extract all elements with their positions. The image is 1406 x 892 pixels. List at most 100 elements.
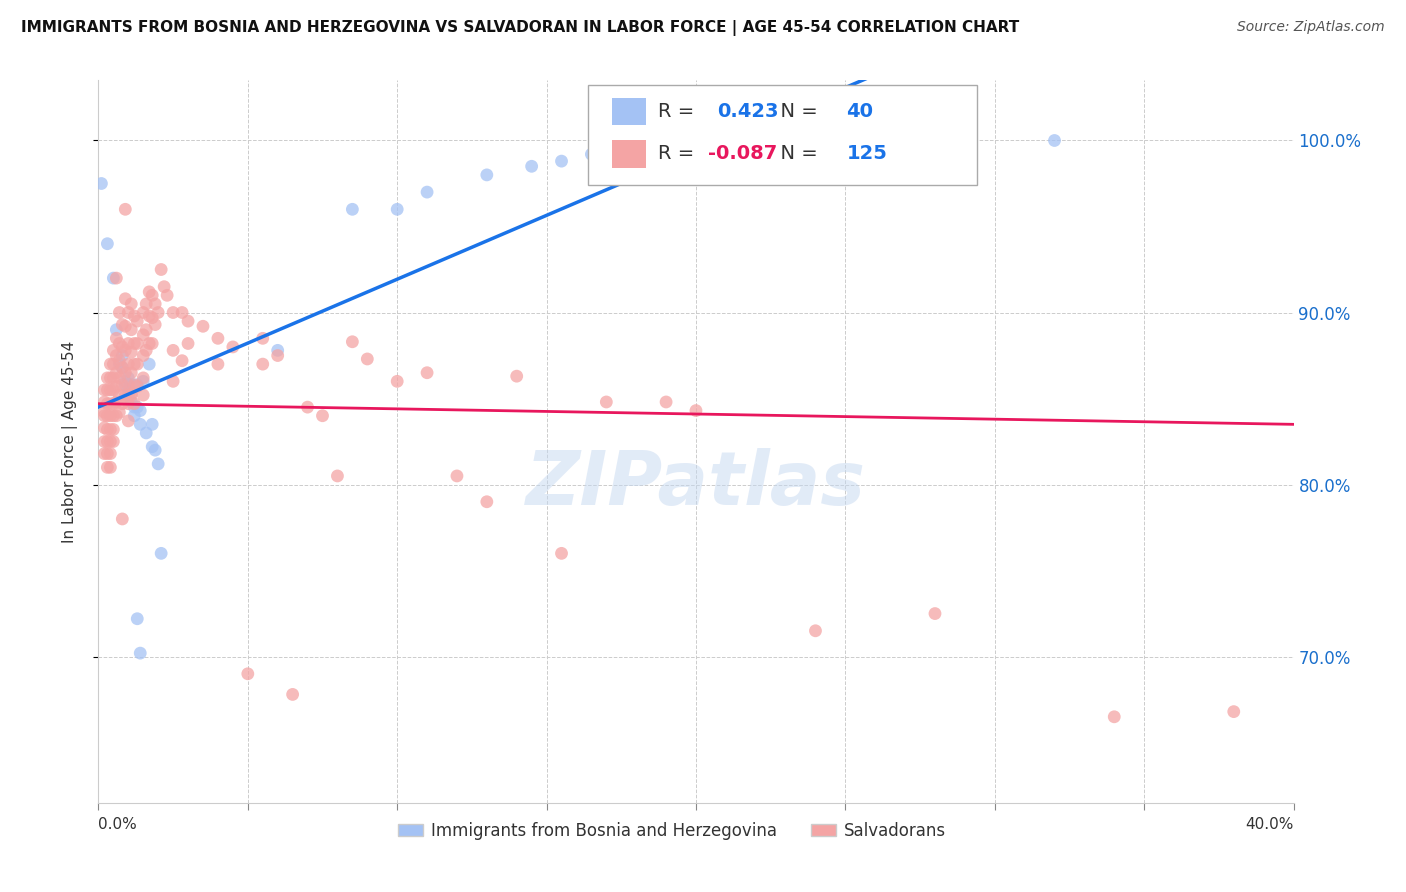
Y-axis label: In Labor Force | Age 45-54: In Labor Force | Age 45-54 xyxy=(62,341,77,542)
Point xyxy=(595,142,617,156)
Point xyxy=(222,340,245,354)
Point xyxy=(141,417,163,432)
Point xyxy=(108,405,131,419)
Point xyxy=(98,423,122,437)
Legend: Immigrants from Bosnia and Herzegovina, Salvadorans: Immigrants from Bosnia and Herzegovina, … xyxy=(391,815,953,847)
Point xyxy=(281,687,304,701)
Point xyxy=(103,423,125,437)
Point xyxy=(804,624,827,638)
Point xyxy=(127,379,149,393)
Point xyxy=(252,331,274,345)
Point xyxy=(96,460,118,475)
Point xyxy=(98,434,122,449)
Point xyxy=(132,327,155,342)
Point xyxy=(98,371,122,385)
Point xyxy=(120,297,142,311)
Point xyxy=(103,409,125,423)
Point xyxy=(252,357,274,371)
Point xyxy=(342,202,364,217)
Point xyxy=(108,371,131,385)
Point xyxy=(105,271,128,285)
Point xyxy=(98,397,122,411)
Point xyxy=(124,397,146,411)
Point xyxy=(177,314,200,328)
Text: 40: 40 xyxy=(846,102,873,120)
Point xyxy=(127,400,149,414)
Point xyxy=(124,309,146,323)
Point xyxy=(162,343,184,358)
Point xyxy=(120,323,142,337)
Point xyxy=(114,292,136,306)
Point xyxy=(105,349,128,363)
Point xyxy=(117,383,139,397)
Point xyxy=(550,154,572,169)
Point xyxy=(96,409,118,423)
Point xyxy=(111,318,134,332)
FancyBboxPatch shape xyxy=(613,140,645,168)
Point xyxy=(120,395,142,409)
Point xyxy=(103,271,125,285)
Point xyxy=(98,409,122,423)
Point xyxy=(127,314,149,328)
Point xyxy=(103,397,125,411)
Point xyxy=(127,612,149,626)
Point xyxy=(93,434,115,449)
Point xyxy=(141,310,163,325)
Point xyxy=(135,343,157,358)
Point xyxy=(105,323,128,337)
Point xyxy=(96,434,118,449)
Point xyxy=(96,397,118,411)
Point xyxy=(207,331,229,345)
Point xyxy=(103,434,125,449)
Text: 0.423: 0.423 xyxy=(717,102,779,120)
Point xyxy=(105,395,128,409)
Point xyxy=(236,666,259,681)
Point xyxy=(475,168,498,182)
Point xyxy=(108,353,131,368)
Point xyxy=(96,371,118,385)
Point xyxy=(1104,710,1126,724)
Point xyxy=(267,343,290,358)
Point xyxy=(98,357,122,371)
Point xyxy=(191,319,214,334)
Point xyxy=(132,371,155,385)
Point xyxy=(475,494,498,508)
Point xyxy=(385,375,409,389)
Point xyxy=(114,202,136,217)
Point xyxy=(132,305,155,319)
Point xyxy=(342,334,364,349)
Point xyxy=(114,375,136,389)
Point xyxy=(129,417,152,432)
Point xyxy=(143,297,166,311)
Point xyxy=(207,357,229,371)
Point xyxy=(138,309,160,323)
Point xyxy=(114,343,136,358)
Point xyxy=(105,409,128,423)
Point xyxy=(685,403,707,417)
Point xyxy=(135,323,157,337)
Point xyxy=(124,336,146,351)
Point xyxy=(135,425,157,440)
Point xyxy=(162,375,184,389)
Point xyxy=(114,319,136,334)
Point xyxy=(141,440,163,454)
Point xyxy=(446,469,468,483)
Point xyxy=(141,288,163,302)
Point xyxy=(150,546,173,560)
Text: R =: R = xyxy=(658,102,706,120)
Point xyxy=(111,340,134,354)
Point xyxy=(129,403,152,417)
Point xyxy=(143,318,166,332)
Text: N =: N = xyxy=(768,145,824,163)
Point xyxy=(114,377,136,392)
Point xyxy=(114,388,136,402)
Point xyxy=(138,357,160,371)
Point xyxy=(96,446,118,460)
Point xyxy=(93,446,115,460)
Point xyxy=(120,345,142,359)
Text: 125: 125 xyxy=(846,145,887,163)
Point xyxy=(127,377,149,392)
Point xyxy=(98,460,122,475)
Point xyxy=(297,400,319,414)
Text: Source: ZipAtlas.com: Source: ZipAtlas.com xyxy=(1237,20,1385,34)
